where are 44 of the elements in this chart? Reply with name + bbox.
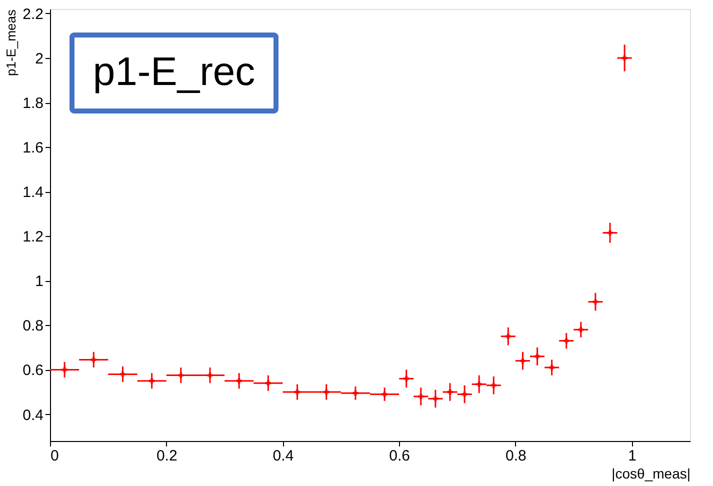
y-axis-title: p1-E_meas [4, 9, 19, 76]
point [432, 396, 438, 402]
point [90, 356, 96, 362]
y-tick-label: 1.2 [22, 228, 44, 246]
point [476, 381, 482, 387]
point [178, 372, 184, 378]
x-tick-label: 1 [628, 448, 636, 464]
x-tick-label: 0.6 [389, 448, 410, 464]
point [294, 389, 300, 395]
point [352, 390, 358, 396]
y-tick-label: 0.8 [22, 318, 44, 335]
point [120, 371, 126, 377]
x-axis-title: |cosθ_meas| [612, 466, 690, 482]
point [505, 334, 511, 340]
y-tick-label: 0.4 [22, 406, 44, 424]
y-tick-label: 1.8 [22, 95, 44, 112]
point [592, 299, 598, 305]
y-tick-label: 1.4 [22, 184, 44, 202]
point [534, 354, 540, 360]
x-tick-label: 0.8 [506, 448, 526, 464]
point [418, 394, 424, 400]
point [462, 392, 468, 397]
point [549, 364, 555, 370]
y-tick-label: 1 [35, 273, 44, 290]
point [564, 338, 570, 344]
point [607, 230, 613, 236]
point [578, 326, 584, 332]
point [236, 378, 242, 384]
y-tick-label: 1.6 [22, 140, 44, 157]
point [265, 380, 271, 386]
y-tick-label: 0.6 [22, 362, 44, 380]
point [520, 358, 526, 364]
point [62, 367, 68, 372]
y-tick-label: 2 [35, 50, 44, 68]
point [404, 376, 410, 382]
y-tick-label: 2.2 [22, 6, 44, 23]
point [149, 378, 155, 384]
text: p1-E_rec [92, 50, 256, 94]
point [207, 372, 213, 378]
x-tick-label: 0 [50, 448, 59, 464]
point [382, 392, 388, 397]
x-tick-label: 0.4 [272, 448, 294, 464]
x-tick-label: 0.2 [156, 448, 178, 464]
point [490, 382, 496, 388]
